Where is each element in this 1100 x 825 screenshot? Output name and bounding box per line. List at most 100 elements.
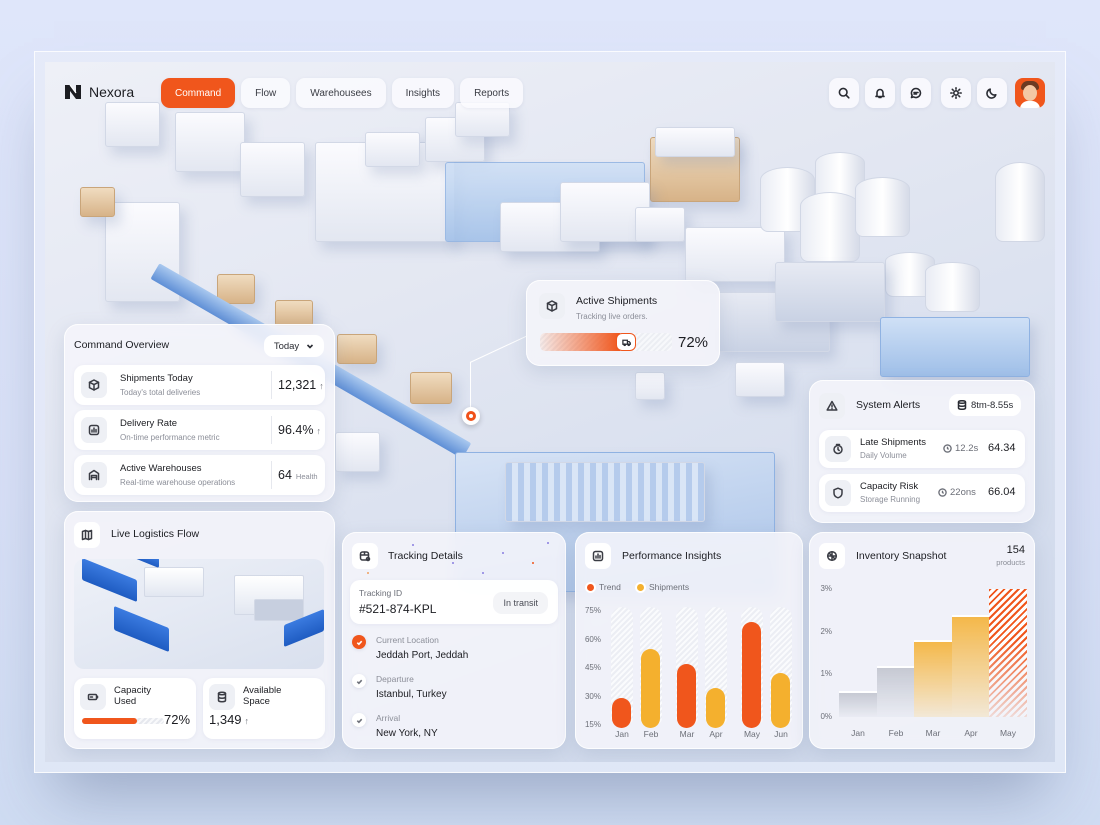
step-check: [352, 713, 366, 727]
alert-row-capacity-risk[interactable]: Capacity Risk Storage Running 22ons 66.0…: [819, 474, 1025, 512]
tracking-title: Tracking Details: [388, 550, 463, 562]
tab-insights[interactable]: Insights: [391, 78, 455, 108]
active-shipments-title: Active Shipments: [576, 295, 658, 307]
inventory-count-label: products: [996, 558, 1025, 567]
clock-alert-icon: [833, 443, 843, 455]
capacity-label: Capacity Used: [114, 685, 151, 707]
check-icon: [356, 640, 362, 645]
bar-mar[interactable]: [914, 640, 952, 717]
inventory-title: Inventory Snapshot: [856, 550, 947, 562]
tab-reports[interactable]: Reports: [460, 78, 524, 108]
x-tick: Feb: [643, 729, 659, 739]
tab-command[interactable]: Command: [161, 78, 236, 108]
bar-mar[interactable]: [677, 663, 696, 728]
x-tick: Apr: [964, 728, 978, 738]
tab-warehouses[interactable]: Warehousees: [296, 78, 386, 108]
bar-jan[interactable]: [839, 691, 877, 717]
bar-jun[interactable]: [771, 673, 790, 728]
notifications-button[interactable]: [865, 78, 895, 108]
status-badge: In transit: [493, 592, 548, 614]
bar-feb[interactable]: [641, 648, 660, 728]
bell-icon: [875, 88, 885, 99]
metric-row-delivery-rate[interactable]: Delivery Rate On-time performance metric…: [74, 410, 325, 450]
metric-row-warehouses[interactable]: Active Warehouses Real-time warehouse op…: [74, 455, 325, 495]
alerts-range: 8tm-8.55s: [971, 399, 1014, 411]
inventory-snapshot-card: Inventory Snapshot 154 products 3% 2% 1%…: [809, 532, 1035, 749]
shield-icon-wrap: [825, 480, 851, 506]
bar-feb[interactable]: [876, 665, 914, 717]
truck-slider-handle[interactable]: [616, 333, 636, 351]
x-tick: May: [743, 729, 761, 739]
alert-time: 22ons: [938, 487, 976, 498]
trend-up-icon: ↑: [316, 426, 321, 436]
alerts-range-pill[interactable]: 8tm-8.55s: [949, 394, 1022, 416]
inventory-count: 154: [1006, 544, 1025, 556]
metric-subtitle: On-time performance metric: [120, 433, 220, 442]
messages-button[interactable]: [901, 78, 931, 108]
y-tick: 3%: [820, 584, 832, 593]
metric-value: 96.4%: [278, 423, 314, 437]
chart-icon-wrap: [81, 417, 107, 443]
y-tick: 60%: [584, 635, 601, 644]
bar-chart-icon: [88, 424, 100, 436]
bar-apr[interactable]: [951, 614, 989, 717]
trend-up-icon: ↑: [244, 716, 250, 726]
sun-icon: [950, 87, 962, 99]
alert-row-late-shipments[interactable]: Late Shipments Daily Volume 12.2s 64.34: [819, 430, 1025, 468]
x-tick: Feb: [888, 728, 904, 738]
legend-trend: Trend: [587, 582, 621, 592]
clock-icon-wrap: [825, 436, 851, 462]
logo[interactable]: Nexora: [63, 82, 134, 102]
shipments-progress-slider[interactable]: [540, 333, 672, 351]
y-tick: 1%: [820, 669, 832, 678]
capacity-used-tile: Capacity Used 72%: [74, 678, 196, 739]
box-icon: [546, 300, 558, 312]
shield-icon: [833, 487, 843, 499]
step-label: Current Location: [376, 635, 439, 645]
x-tick: Apr: [709, 729, 723, 739]
dark-mode-button[interactable]: [977, 78, 1007, 108]
package-track-icon: [359, 551, 371, 562]
bar-may[interactable]: [989, 589, 1027, 717]
command-overview-card: Command Overview Today Shipments Today T…: [64, 324, 335, 502]
warehouse-icon-wrap: [81, 462, 107, 488]
step-label: Arrival: [376, 713, 401, 723]
step-value: Jeddah Port, Jeddah: [376, 650, 469, 661]
truck-icon: [621, 339, 631, 346]
light-mode-button[interactable]: [941, 78, 971, 108]
date-range-value: Today: [273, 340, 300, 352]
date-range-dropdown[interactable]: Today: [264, 335, 324, 357]
metric-value: 12,321: [278, 378, 317, 392]
check-icon: [356, 679, 362, 684]
bar-may[interactable]: [742, 622, 761, 728]
logistics-map-image[interactable]: [74, 559, 324, 669]
system-alerts-title: System Alerts: [856, 399, 921, 411]
bar-chart-icon: [592, 550, 604, 562]
metric-row-shipments[interactable]: Shipments Today Today's total deliveries…: [74, 365, 325, 405]
tracking-id-box[interactable]: Tracking ID #521-874-KPL In transit: [350, 580, 558, 624]
bar-jan[interactable]: [612, 697, 631, 728]
user-avatar[interactable]: [1015, 78, 1045, 108]
x-tick: May: [999, 728, 1017, 738]
location-pin-marker[interactable]: [462, 407, 480, 425]
warning-triangle-icon: [826, 400, 838, 411]
search-button[interactable]: [829, 78, 859, 108]
capacity-progress-bar: [82, 718, 164, 724]
alert-title: Capacity Risk: [860, 481, 919, 492]
metric-subtitle: Today's total deliveries: [120, 388, 201, 397]
bar-apr[interactable]: [706, 688, 725, 728]
box-icon-wrap: [81, 372, 107, 398]
step-label: Departure: [376, 674, 414, 684]
inventory-icon-wrap: [819, 543, 845, 569]
live-logistics-title: Live Logistics Flow: [111, 528, 200, 540]
alert-icon-wrap: [819, 393, 845, 419]
bar-track: [610, 607, 633, 728]
search-icon: [838, 87, 850, 99]
top-nav: Nexora Command Flow Warehousees Insights…: [45, 62, 1055, 122]
active-shipments-subtitle: Tracking live orders.: [576, 312, 648, 321]
chevron-down-icon: [307, 344, 314, 349]
y-tick: 75%: [584, 606, 601, 615]
metric-title: Shipments Today: [120, 373, 193, 384]
nav-tabs: Command Flow Warehousees Insights Report…: [161, 78, 524, 108]
tab-flow[interactable]: Flow: [241, 78, 291, 108]
